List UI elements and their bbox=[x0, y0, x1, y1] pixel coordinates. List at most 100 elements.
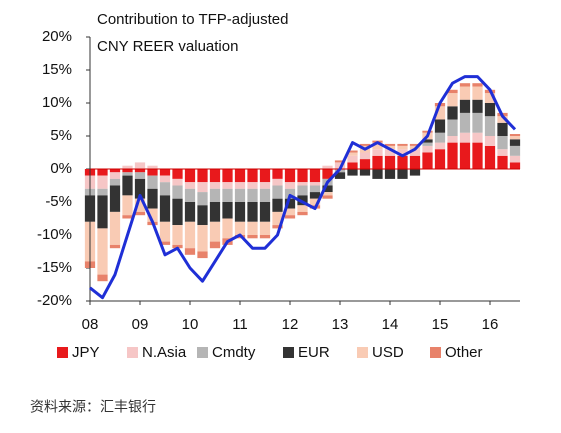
bar-segment bbox=[509, 145, 521, 156]
bar-segment bbox=[209, 169, 221, 183]
bar-segment bbox=[422, 130, 433, 133]
y-tick-label: 0% bbox=[50, 160, 72, 177]
bar-segment bbox=[359, 159, 371, 169]
bar-segment bbox=[297, 211, 308, 216]
bar-segment bbox=[309, 182, 321, 186]
bar-segment bbox=[397, 149, 408, 156]
bar-segment bbox=[109, 172, 121, 179]
bar-segment bbox=[197, 182, 208, 193]
bar-segment bbox=[222, 182, 233, 189]
bar-segment bbox=[447, 136, 458, 143]
bar-segment bbox=[297, 205, 308, 212]
bar-segment bbox=[159, 195, 171, 222]
bar-segment bbox=[259, 221, 271, 235]
bar-segment bbox=[209, 241, 221, 249]
bar-segment bbox=[134, 198, 146, 212]
bar-segment bbox=[147, 175, 158, 189]
x-tick-label: 08 bbox=[82, 316, 99, 333]
x-tick-label: 15 bbox=[432, 316, 449, 333]
bar-segment bbox=[259, 235, 271, 239]
y-tick-label: 15% bbox=[42, 61, 72, 78]
bar-segment bbox=[222, 218, 233, 239]
legend-swatch bbox=[430, 347, 441, 358]
bar-segment bbox=[172, 225, 183, 245]
bar-segment bbox=[497, 155, 508, 169]
bar-segment bbox=[484, 103, 496, 117]
bar-segment bbox=[259, 188, 271, 202]
bar-segment bbox=[309, 185, 321, 193]
bar-segment bbox=[259, 202, 271, 222]
bar-segment bbox=[459, 142, 471, 169]
bar-segment bbox=[172, 198, 183, 226]
bar-segment bbox=[284, 188, 296, 199]
x-tick-label: 14 bbox=[382, 316, 399, 333]
bar-segment bbox=[322, 169, 333, 179]
bar-segment bbox=[459, 132, 471, 143]
bar-segment bbox=[159, 169, 171, 176]
bar-segment bbox=[247, 202, 258, 222]
bar-segment bbox=[434, 149, 446, 169]
legend-swatch bbox=[127, 347, 138, 358]
bar-segment bbox=[509, 136, 521, 140]
bar-segment bbox=[434, 142, 446, 150]
bar-segment bbox=[497, 116, 508, 123]
bar-segment bbox=[409, 169, 421, 176]
bar-segment bbox=[209, 182, 221, 189]
bar-segment bbox=[122, 175, 133, 196]
bar-segment bbox=[284, 169, 296, 183]
bar-segment bbox=[134, 178, 146, 199]
bar-segment bbox=[497, 136, 508, 150]
chart-title: CNY REER valuation bbox=[97, 38, 238, 55]
bar-segment bbox=[172, 169, 183, 179]
y-tick-label: -15% bbox=[37, 259, 72, 276]
legend-label: USD bbox=[372, 344, 404, 361]
bar-segment bbox=[272, 169, 283, 179]
bar-segment bbox=[372, 155, 383, 169]
bar-segment bbox=[422, 142, 433, 146]
legend-label: EUR bbox=[298, 344, 330, 361]
bar-segment bbox=[397, 145, 408, 150]
bar-segment bbox=[472, 83, 483, 87]
bar-segment bbox=[334, 160, 346, 163]
bar-segment bbox=[434, 119, 446, 133]
bar-segment bbox=[122, 172, 133, 176]
x-tick-label: 12 bbox=[282, 316, 299, 333]
bar-segment bbox=[284, 208, 296, 216]
bar-segment bbox=[472, 99, 483, 113]
bar-segment bbox=[397, 155, 408, 169]
bar-segment bbox=[297, 182, 308, 186]
bar-segment bbox=[447, 142, 458, 169]
bar-segment bbox=[97, 175, 108, 189]
bar-segment bbox=[272, 225, 283, 229]
bar-segment bbox=[209, 202, 221, 222]
bar-segment bbox=[347, 150, 358, 153]
bar-segment bbox=[234, 221, 246, 235]
bar-segment bbox=[147, 165, 158, 169]
legend-label: JPY bbox=[72, 344, 100, 361]
bar-segment bbox=[484, 136, 496, 146]
bar-segment bbox=[359, 169, 371, 176]
bar-segment bbox=[409, 149, 421, 156]
bar-segment bbox=[222, 169, 233, 183]
bar-segment bbox=[209, 188, 221, 202]
bar-segment bbox=[459, 112, 471, 133]
bar-segment bbox=[472, 112, 483, 133]
bar-segment bbox=[272, 211, 283, 226]
bar-segment bbox=[422, 139, 433, 143]
bar-segment bbox=[184, 188, 196, 202]
bar-segment bbox=[484, 93, 496, 103]
legend-label: N.Asia bbox=[142, 344, 187, 361]
bar-segment bbox=[409, 155, 421, 169]
bar-segment bbox=[422, 145, 433, 153]
bar-segment bbox=[509, 139, 521, 146]
bar-segment bbox=[234, 169, 246, 183]
bar-segment bbox=[284, 215, 296, 219]
bar-segment bbox=[122, 165, 133, 169]
bar-segment bbox=[197, 225, 208, 252]
bar-segment bbox=[322, 185, 333, 193]
bar-segment bbox=[197, 205, 208, 226]
bar-segment bbox=[247, 182, 258, 189]
bar-segment bbox=[109, 169, 121, 173]
legend-label: Cmdty bbox=[212, 344, 256, 361]
x-tick-label: 13 bbox=[332, 316, 349, 333]
